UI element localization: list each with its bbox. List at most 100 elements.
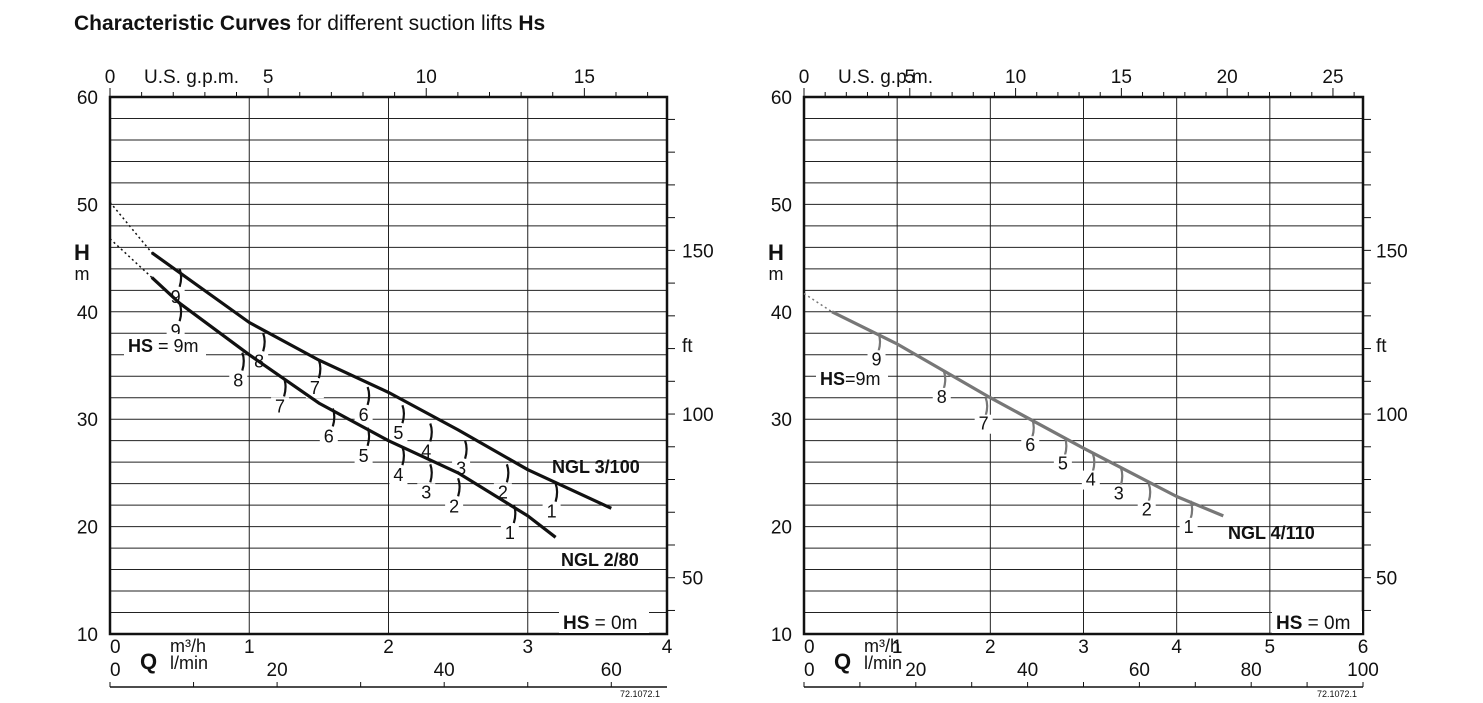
lmin-tick-label: 80	[1241, 660, 1262, 681]
series-line	[150, 251, 612, 510]
gpm-tick-label: 10	[416, 67, 437, 88]
x2-axis-unit: l/min	[864, 653, 902, 673]
hs-mark-label-bg	[445, 497, 464, 517]
page-title-bold-2: Hs	[518, 12, 546, 35]
series-extrapolation	[109, 201, 153, 254]
hs-mark-label: 3	[1114, 484, 1124, 504]
gpm-tick-label: 5	[905, 67, 916, 88]
hs-mark-label: 6	[1025, 435, 1035, 455]
hs-mark	[429, 463, 433, 483]
hs-mark-label-bg	[1179, 517, 1198, 537]
hs-mark-label-bg	[1053, 454, 1072, 474]
lmin-tick-label: 20	[905, 660, 926, 681]
hs-mark	[554, 483, 559, 502]
plot-frame	[802, 95, 1365, 636]
hs-mark-label-bg	[932, 387, 951, 407]
hs-mark	[178, 268, 183, 288]
hs0-annotation-bold: HS	[563, 613, 589, 634]
hs-mark-label-bg	[389, 424, 408, 444]
hs-mark-label: 6	[359, 405, 369, 425]
hs0-annotation-text: = 0m	[1302, 613, 1350, 634]
hs-mark	[241, 352, 245, 371]
lmin-tick-label: 60	[1129, 660, 1150, 681]
x-axis-unit: m³/h	[864, 636, 900, 656]
hs-mark-label-bg	[542, 502, 561, 522]
hs-mark-label-bg	[974, 414, 993, 434]
hs9-annotation-bg	[124, 334, 206, 358]
hs-mark-label: 3	[456, 459, 466, 479]
series-label: NGL 4/110	[1228, 523, 1315, 543]
ft-tick-label: 100	[1376, 405, 1408, 426]
hs-mark-label-bg	[417, 483, 436, 503]
hs-mark-label: 7	[310, 378, 320, 398]
hs-mark-label-bg	[354, 405, 373, 425]
y-axis-label: H	[768, 240, 784, 265]
x-tick-label: 2	[985, 637, 996, 658]
y-tick-label: 30	[77, 410, 98, 431]
hs0-annotation-text: = 0m	[589, 613, 637, 634]
plot-frame	[108, 95, 669, 636]
hs-mark	[1147, 483, 1152, 502]
x-tick-label: 1	[892, 637, 903, 658]
y-tick-label: 30	[771, 410, 792, 431]
hs-mark-label-bg	[1021, 436, 1040, 456]
hs9-annotation-text: = 9m	[153, 336, 199, 356]
hs-mark-label: 1	[547, 502, 557, 522]
hs-mark	[1091, 453, 1096, 472]
hs-mark	[401, 446, 406, 466]
hs-mark	[1063, 437, 1068, 456]
hs-mark	[457, 477, 461, 497]
series-line	[831, 310, 1224, 518]
hs9-annotation-bg	[816, 367, 888, 391]
hs-mark-label: 8	[233, 371, 243, 391]
hs-mark-label: 4	[1086, 470, 1096, 490]
hs9-annotation: HS = 9m	[128, 336, 199, 356]
hs-mark	[984, 397, 989, 417]
hs-mark-label: 4	[421, 441, 431, 461]
hs-mark-label-bg	[305, 379, 324, 399]
y-tick-label: 60	[771, 88, 792, 109]
figure-code: 72.1072.1	[620, 689, 660, 699]
y-tick-label: 10	[77, 625, 98, 646]
hs-mark	[283, 378, 287, 397]
hs-mark	[178, 302, 183, 322]
hs-mark-label-bg	[867, 350, 886, 370]
hs-mark-label-bg	[1137, 500, 1156, 520]
series-label: NGL 3/100	[552, 457, 640, 477]
gpm-tick-label: 15	[574, 67, 595, 88]
x-tick-label: 2	[383, 637, 394, 658]
hs-mark-label-bg	[1081, 470, 1100, 490]
gpm-tick-label: 10	[1005, 67, 1026, 88]
y-tick-label: 50	[77, 195, 98, 216]
hs-mark-label: 2	[498, 482, 508, 502]
hs-mark	[262, 332, 266, 352]
hs-mark-label: 9	[171, 321, 181, 341]
gpm-tick-label: 0	[799, 67, 810, 88]
x-axis-unit: m³/h	[170, 636, 206, 656]
x-tick-label: 4	[1171, 637, 1182, 658]
gpm-tick-label: 25	[1322, 67, 1343, 88]
hs-mark	[505, 463, 510, 483]
gpm-tick-label: 20	[1217, 67, 1238, 88]
x-tick-label: 4	[662, 637, 673, 658]
x-tick-label: 1	[244, 637, 255, 658]
page-title: Characteristic Curves for different suct…	[74, 12, 545, 36]
x-tick-label: 6	[1358, 637, 1369, 658]
hs-mark-label: 7	[275, 396, 285, 416]
hs-mark	[942, 370, 947, 390]
hs-mark-label: 2	[449, 496, 459, 516]
hs-mark	[512, 504, 517, 524]
hs-mark-label: 1	[1184, 517, 1194, 537]
hs9-annotation-bold: HS	[128, 336, 153, 356]
hs-mark-label-bg	[319, 427, 338, 447]
lmin-tick-label: 60	[601, 660, 622, 681]
y-tick-label: 20	[771, 518, 792, 539]
y2-axis-label: ft	[1376, 336, 1387, 357]
ft-tick-label: 50	[682, 569, 703, 590]
hs-mark	[366, 427, 371, 447]
x-tick-label: 0	[804, 637, 815, 658]
x-tick-label: 5	[1265, 637, 1276, 658]
hs-mark-label-bg	[1109, 484, 1128, 504]
